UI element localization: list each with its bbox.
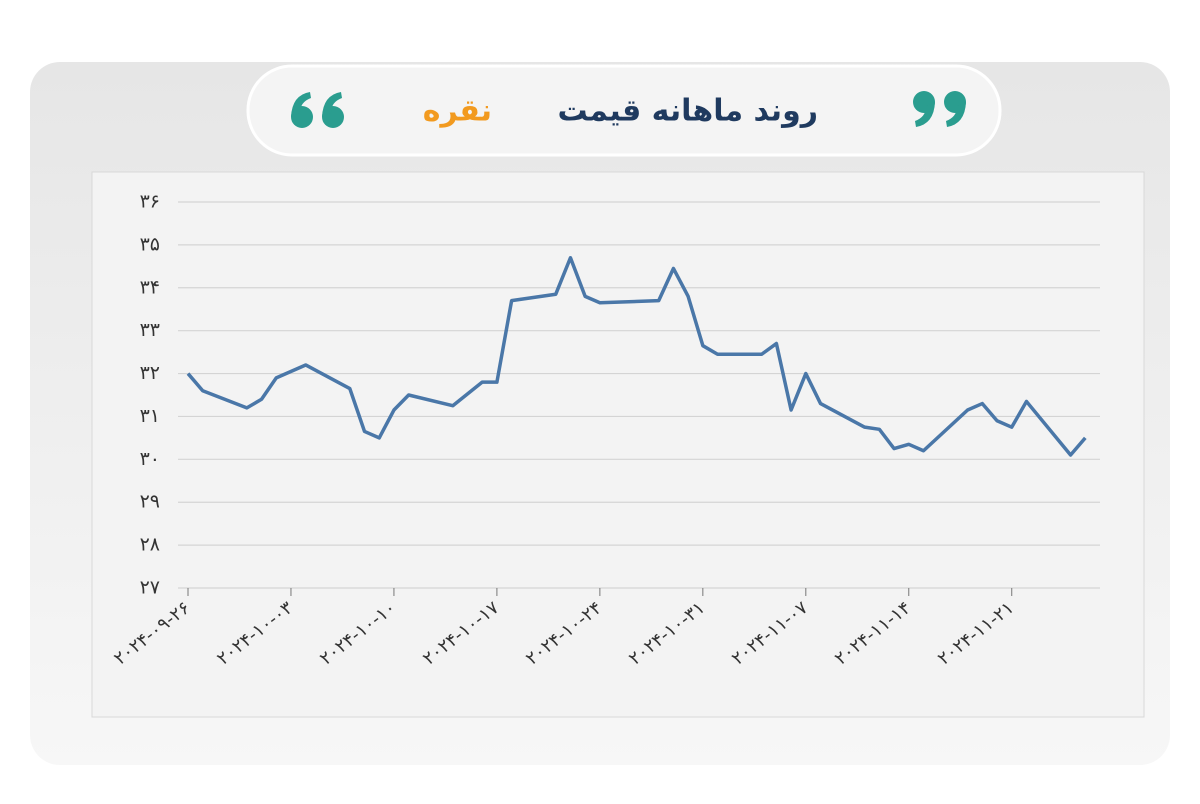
quote-right — [913, 91, 966, 127]
line — [186, 256, 1087, 457]
chart-title-highlight: نقره — [423, 94, 492, 129]
y-tick-label: ۲۸ — [140, 534, 160, 556]
y-tick-label: ۳۰ — [140, 448, 160, 470]
plot-frame — [91, 171, 1145, 718]
y-tick-label: ۲۹ — [140, 491, 160, 513]
chart-title: روند ماهانه قیمت — [557, 94, 818, 129]
y-tick-label: ۳۴ — [140, 276, 160, 298]
y-tick-label: ۲۷ — [140, 577, 160, 599]
y-tick-label: ۳۵ — [140, 233, 160, 255]
y-tick-label: ۳۳ — [140, 319, 160, 341]
quote-left — [291, 92, 344, 128]
y-tick-label: ۳۶ — [140, 191, 160, 213]
title-pill — [246, 64, 1002, 157]
y-tick-label: ۳۱ — [140, 405, 160, 427]
y-tick-label: ۳۲ — [140, 362, 160, 384]
